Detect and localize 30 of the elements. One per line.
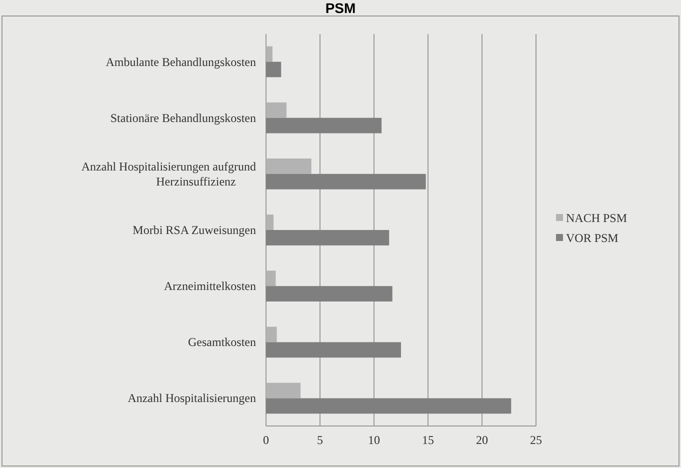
- x-tick-label: 20: [476, 433, 488, 447]
- bar: [266, 398, 512, 414]
- bar: [266, 214, 274, 230]
- x-tick-label: 0: [263, 433, 269, 447]
- x-tick-label: 10: [368, 433, 380, 447]
- y-tick-label: Ambulante Behandlungskosten: [106, 54, 256, 69]
- bar: [266, 270, 276, 286]
- y-tick-label: Anzahl Hospitalisierungen aufgrund Herzinsuffizienz: [81, 159, 256, 188]
- y-tick-label: Arzneimittelkosten: [164, 279, 256, 294]
- bar: [266, 102, 287, 118]
- bar: [266, 382, 301, 398]
- y-tick-label: Morbi RSA Zuweisungen: [132, 223, 256, 237]
- y-tick-label: Gesamtkosten: [188, 335, 256, 350]
- x-tick-label: 5: [317, 433, 323, 447]
- bar: [266, 118, 382, 134]
- bar: [266, 230, 390, 246]
- x-tick-label: 15: [422, 433, 434, 447]
- legend-label: NACH PSM: [566, 211, 628, 225]
- bar: [266, 158, 312, 174]
- bar: [266, 174, 426, 190]
- x-tick-label: 25: [530, 433, 542, 447]
- y-tick-label: Stationäre Behandlungskosten: [110, 110, 256, 125]
- bar: [266, 286, 392, 302]
- legend-label: VOR PSM: [566, 231, 619, 245]
- chart-title: PSM: [325, 0, 356, 16]
- bar: [266, 46, 272, 62]
- bar: [266, 342, 401, 358]
- bar: [266, 326, 277, 342]
- y-tick-label: Anzahl Hospitalisierungen: [128, 391, 256, 406]
- bar: [266, 62, 282, 78]
